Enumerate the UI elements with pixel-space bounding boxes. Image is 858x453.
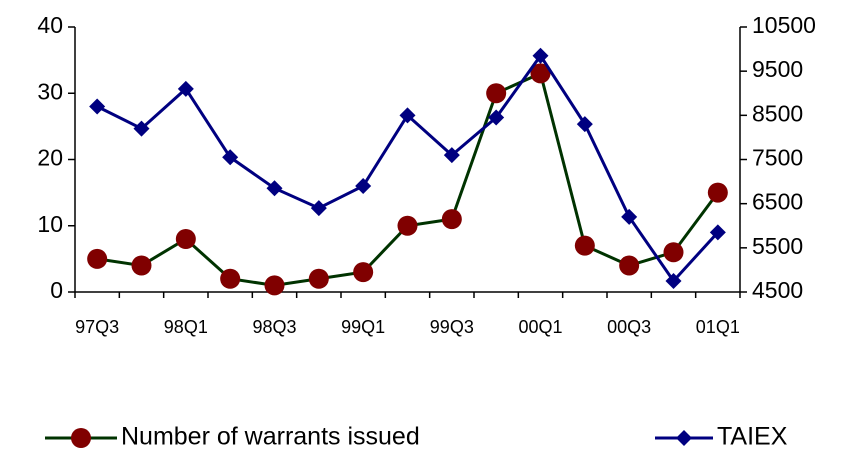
x-tick-label: 00Q3 xyxy=(607,317,651,337)
data-point xyxy=(441,209,462,230)
x-tick-label: 01Q1 xyxy=(696,317,740,337)
data-point xyxy=(399,107,416,124)
y2-tick-label: 5500 xyxy=(752,233,803,259)
data-point xyxy=(443,147,460,164)
x-tick-label: 99Q3 xyxy=(430,317,474,337)
data-point xyxy=(133,120,150,137)
data-point xyxy=(353,262,374,283)
x-tick-label: 00Q1 xyxy=(518,317,562,337)
data-point xyxy=(264,275,285,296)
data-point xyxy=(175,229,196,249)
data-point xyxy=(220,268,241,289)
data-point xyxy=(266,180,283,197)
x-tick-label: 98Q1 xyxy=(164,317,208,337)
y-tick-label: 10 xyxy=(37,211,63,237)
data-point xyxy=(621,208,638,225)
data-point xyxy=(308,268,329,289)
legend-marker xyxy=(71,428,91,448)
data-point xyxy=(488,109,505,126)
y2-tick-label: 9500 xyxy=(752,56,803,82)
data-point xyxy=(89,98,106,115)
data-point xyxy=(310,200,327,217)
y2-tick-label: 8500 xyxy=(752,100,803,126)
data-point xyxy=(131,255,152,276)
x-tick-label: 97Q3 xyxy=(75,317,119,337)
data-point xyxy=(663,242,684,263)
y-tick-label: 40 xyxy=(37,12,63,38)
data-point xyxy=(397,215,418,236)
data-point xyxy=(355,178,372,194)
y2-tick-label: 4500 xyxy=(752,277,803,303)
data-point xyxy=(532,47,549,64)
series-line xyxy=(96,71,720,287)
data-point xyxy=(177,80,194,97)
data-point xyxy=(530,63,551,84)
data-point xyxy=(222,149,239,166)
y2-tick-label: 6500 xyxy=(752,189,803,215)
y2-tick-label: 10500 xyxy=(752,12,816,38)
x-tick-label: 99Q1 xyxy=(341,317,385,337)
legend-label: TAIEX xyxy=(717,423,788,451)
legend-label: Number of warrants issued xyxy=(121,423,420,451)
y-tick-label: 20 xyxy=(37,145,63,171)
legend-marker xyxy=(676,430,692,446)
data-point xyxy=(87,248,108,269)
data-point xyxy=(619,255,640,276)
data-point xyxy=(576,116,593,133)
data-point xyxy=(707,182,728,203)
data-point xyxy=(709,224,726,241)
y2-tick-label: 7500 xyxy=(752,145,803,171)
y-tick-label: 0 xyxy=(50,277,63,303)
y-tick-label: 30 xyxy=(37,78,63,104)
data-point xyxy=(486,83,507,104)
data-point xyxy=(665,272,682,289)
data-point xyxy=(574,235,595,256)
x-tick-label: 98Q3 xyxy=(252,317,296,337)
